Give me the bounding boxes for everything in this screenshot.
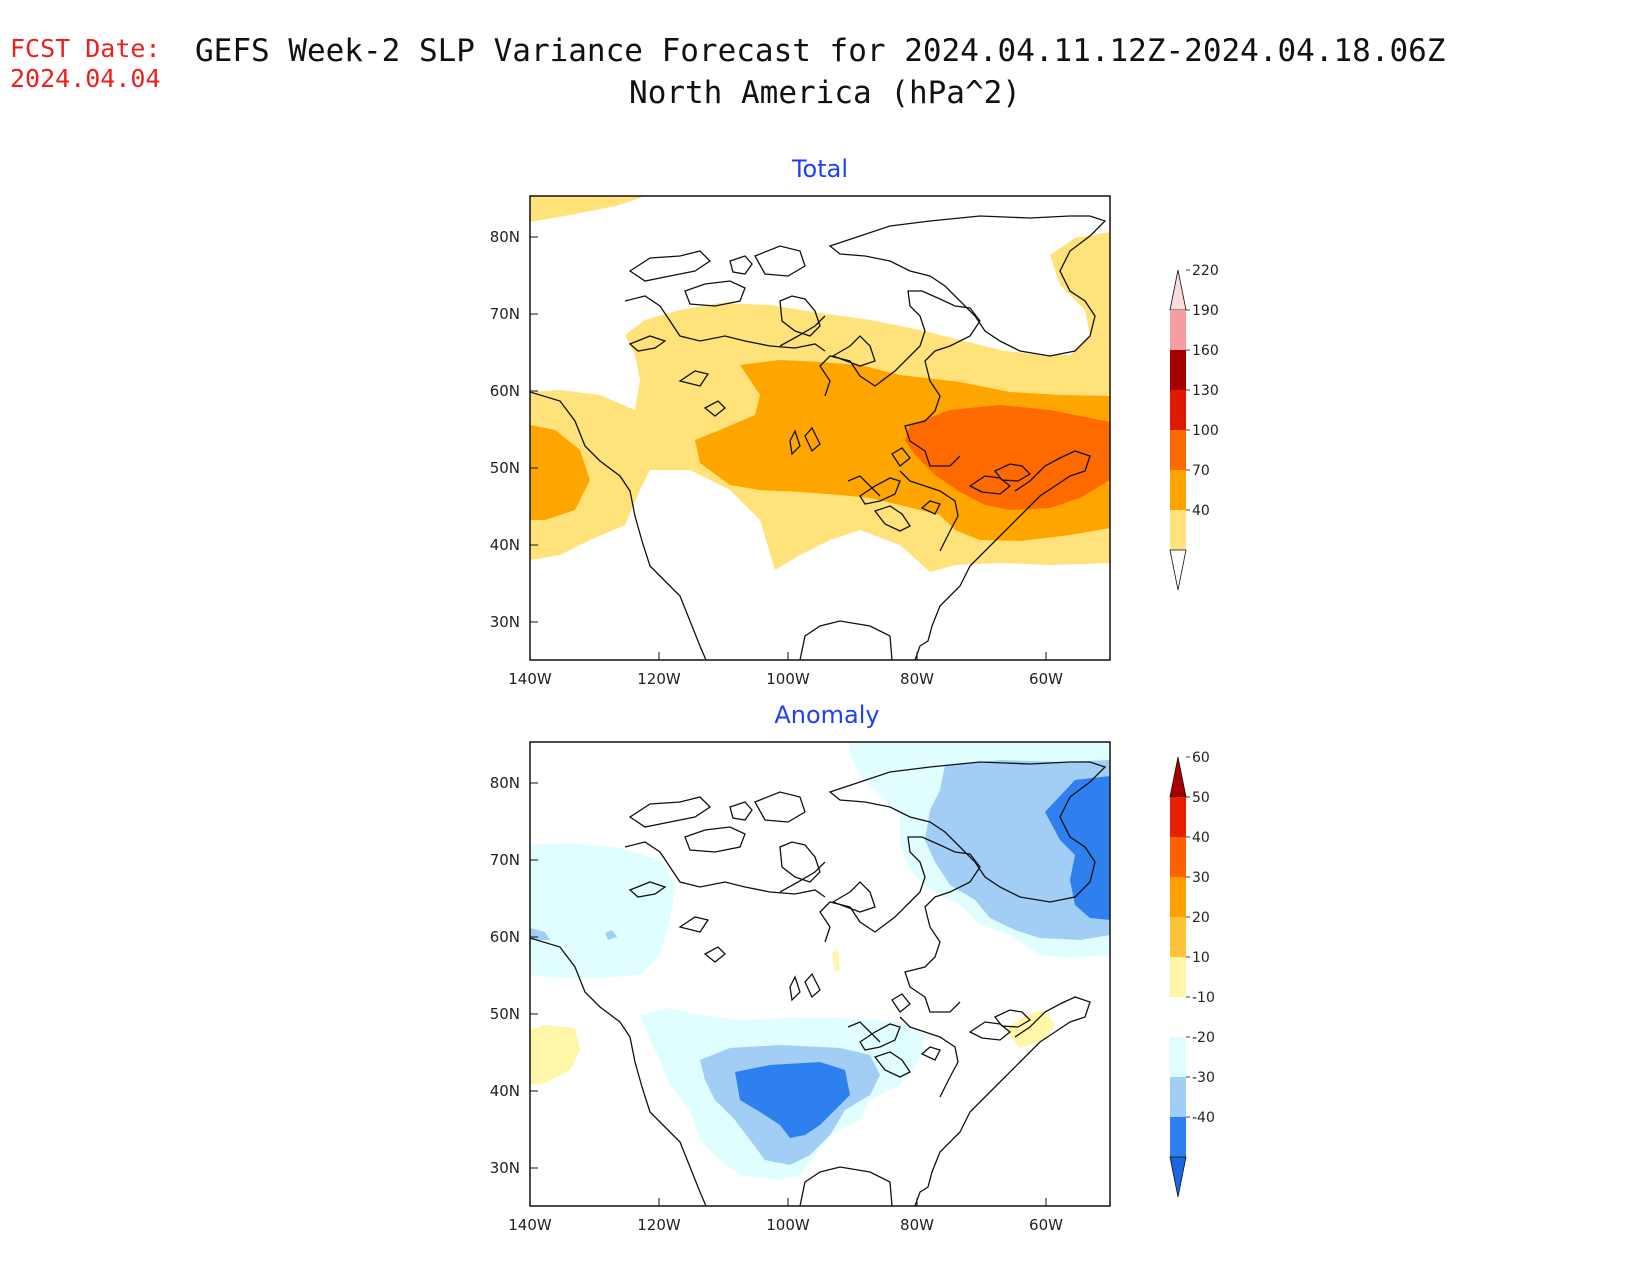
anomaly-shade-p10 xyxy=(1005,1010,1055,1048)
colorbar-lower-extend xyxy=(1169,549,1187,591)
title-line-2: North America (hPa^2) xyxy=(629,75,1021,111)
colorbar-swatch xyxy=(1170,310,1186,350)
lon-tick-label: 100W xyxy=(766,670,810,688)
lon-tick-label: 140W xyxy=(508,670,552,688)
colorbar-label: -30 xyxy=(1192,1070,1215,1086)
lon-tick-label: 60W xyxy=(1029,1216,1063,1234)
anomaly-shade-m30 xyxy=(735,1062,850,1138)
lat-tick-label: 40N xyxy=(490,536,520,554)
lat-tick-label: 60N xyxy=(490,382,520,400)
colorbar-swatch xyxy=(1170,1117,1186,1157)
total-shade-40 xyxy=(530,196,645,222)
anomaly-shade-p10 xyxy=(832,950,840,972)
colorbar-swatch xyxy=(1170,957,1186,997)
anomaly-map xyxy=(530,742,1110,1206)
lat-tick-label: 30N xyxy=(490,1159,520,1177)
colorbar-upper-extend xyxy=(1169,756,1187,798)
anomaly-shade-m30 xyxy=(1045,776,1110,920)
colorbar-swatch xyxy=(1170,917,1186,957)
colorbar-swatch xyxy=(1170,350,1186,390)
panel-anomaly-title: Anomaly xyxy=(774,701,879,729)
lat-tick-label: 50N xyxy=(490,1005,520,1023)
anomaly-axes: 80N 70N 60N 50N 40N 30N 140W 120W 100W 80W 60W xyxy=(490,774,1063,1234)
lat-tick-label: 70N xyxy=(490,851,520,869)
colorbar-label: 10 xyxy=(1192,950,1210,966)
lon-tick-label: 80W xyxy=(900,670,934,688)
anomaly-colorbar: -40 -30 -20 -10 10 20 30 40 50 60 xyxy=(1169,750,1215,1198)
colorbar-label: 220 xyxy=(1192,263,1219,279)
total-axes: 80N 70N 60N 50N 40N 30N 140W 120W 100W 80W 60W xyxy=(490,228,1063,688)
lon-tick-label: 100W xyxy=(766,1216,810,1234)
lat-tick-label: 80N xyxy=(490,228,520,246)
anomaly-shade-m20 xyxy=(605,930,617,940)
title-line-1: GEFS Week-2 SLP Variance Forecast for 20… xyxy=(195,33,1446,69)
colorbar-label: -40 xyxy=(1192,1110,1215,1126)
colorbar-swatch xyxy=(1170,797,1186,837)
colorbar-label: 70 xyxy=(1192,463,1210,479)
lat-tick-label: 40N xyxy=(490,1082,520,1100)
lat-tick-label: 70N xyxy=(490,305,520,323)
lon-tick-label: 140W xyxy=(508,1216,552,1234)
colorbar-label: -10 xyxy=(1192,990,1215,1006)
colorbar-swatch xyxy=(1170,1037,1186,1077)
panel-total-title: Total xyxy=(791,155,848,183)
forecast-date-block: FCST Date: 2024.04.04 xyxy=(10,34,161,94)
fcst-date-label: FCST Date: xyxy=(10,34,161,63)
colorbar-lower-extend xyxy=(1169,1156,1187,1198)
colorbar-label: 40 xyxy=(1192,830,1210,846)
lon-tick-label: 60W xyxy=(1029,670,1063,688)
colorbar-label: 20 xyxy=(1192,910,1210,926)
colorbar-label: 100 xyxy=(1192,423,1219,439)
colorbar-label: 190 xyxy=(1192,303,1219,319)
colorbar-swatch xyxy=(1170,1077,1186,1117)
anomaly-shade-m10 xyxy=(530,843,675,978)
anomaly-map-frame xyxy=(529,741,1111,1207)
anomaly-shade-p10 xyxy=(530,1025,580,1085)
colorbar-upper-extend xyxy=(1169,269,1187,311)
lon-tick-label: 80W xyxy=(900,1216,934,1234)
total-colorbar: 40 70 100 130 160 190 220 xyxy=(1169,263,1219,591)
colorbar-swatch xyxy=(1170,877,1186,917)
lon-tick-label: 120W xyxy=(637,1216,681,1234)
lat-tick-label: 80N xyxy=(490,774,520,792)
colorbar-label: 130 xyxy=(1192,383,1219,399)
colorbar-swatch xyxy=(1170,837,1186,877)
total-shade-70 xyxy=(530,425,590,520)
colorbar-swatch xyxy=(1170,997,1186,1037)
total-map-frame xyxy=(529,195,1111,661)
colorbar-label: 40 xyxy=(1192,503,1210,519)
colorbar-swatch xyxy=(1170,510,1186,550)
colorbar-label: 30 xyxy=(1192,870,1210,886)
colorbar-label: -20 xyxy=(1192,1030,1215,1046)
colorbar-label: 160 xyxy=(1192,343,1219,359)
colorbar-swatch xyxy=(1170,470,1186,510)
colorbar-label: 50 xyxy=(1192,790,1210,806)
total-variance-map xyxy=(530,196,1110,660)
lat-tick-label: 50N xyxy=(490,459,520,477)
lat-tick-label: 60N xyxy=(490,928,520,946)
colorbar-swatch xyxy=(1170,390,1186,430)
colorbar-label: 60 xyxy=(1192,750,1210,766)
fcst-date-value: 2024.04.04 xyxy=(10,64,161,93)
lon-tick-label: 120W xyxy=(637,670,681,688)
lat-tick-label: 30N xyxy=(490,613,520,631)
colorbar-swatch xyxy=(1170,430,1186,470)
